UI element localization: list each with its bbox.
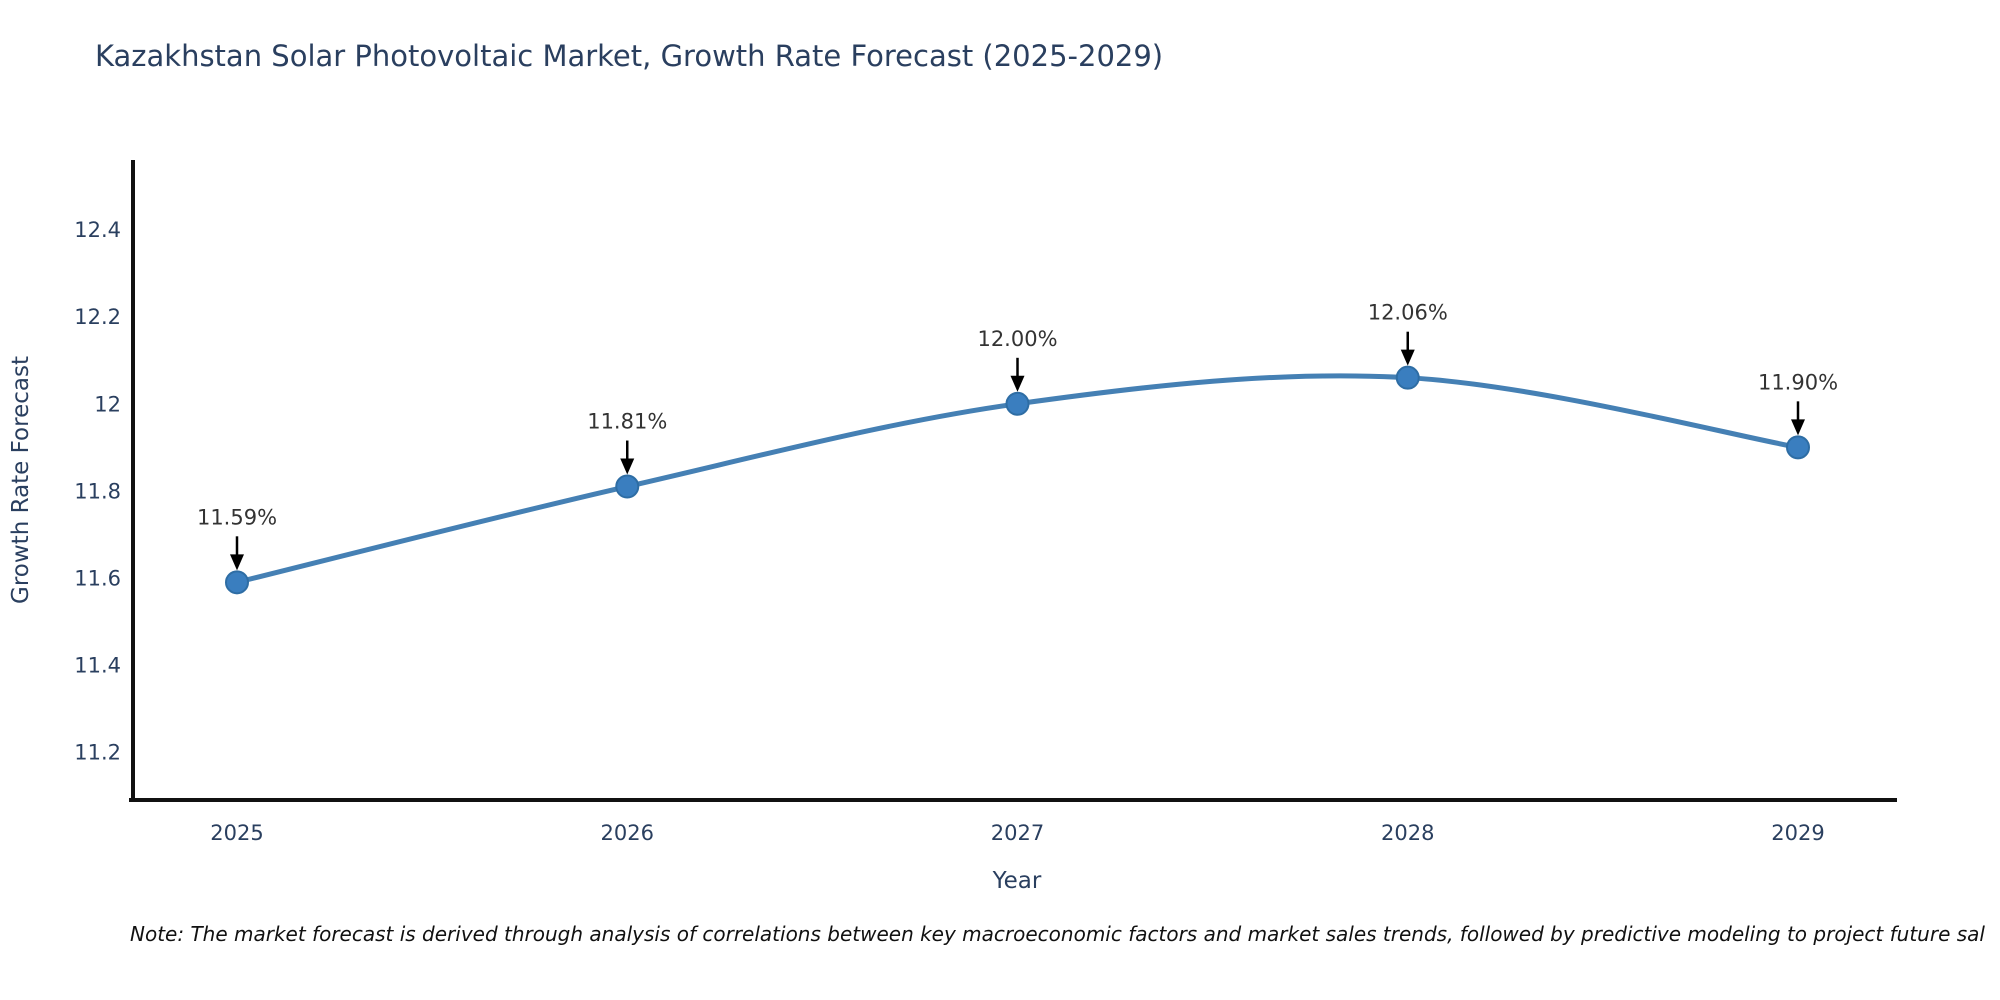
- point-value-label: 11.59%: [197, 505, 277, 529]
- point-value-label: 11.81%: [587, 410, 667, 434]
- y-tick-label: 11.8: [74, 479, 121, 503]
- footnote: Note: The market forecast is derived thr…: [130, 922, 1985, 946]
- point-value-label: 12.06%: [1368, 301, 1448, 325]
- data-point-marker[interactable]: [615, 474, 640, 499]
- point-value-label: 12.00%: [977, 327, 1057, 351]
- x-axis-title: Year: [992, 868, 1042, 894]
- ticks-layer: 11.2 11.4 11.6 11.8 12 12.2 12.4 2025 2026 2027 20…: [74, 218, 1824, 845]
- y-tick-label: 12.4: [74, 218, 121, 242]
- y-tick-label: 11.6: [74, 566, 121, 590]
- data-point-marker[interactable]: [1395, 365, 1420, 390]
- axes-layer: [129, 160, 1897, 802]
- x-tick-label: 2027: [991, 821, 1044, 845]
- annotation-arrowhead-icon: [1791, 419, 1805, 436]
- annotations-layer: 11.59% 11.81% 12.00% 12.06% 11.90%: [197, 301, 1838, 571]
- annotation-arrowhead-icon: [620, 458, 635, 475]
- y-tick-label: 12.2: [74, 305, 121, 329]
- y-axis-title: Growth Rate Forecast: [8, 356, 34, 604]
- series-layer: [225, 365, 1810, 595]
- data-point-marker[interactable]: [225, 570, 249, 595]
- annotation-arrowhead-icon: [230, 554, 244, 571]
- y-tick-label: 12: [94, 392, 121, 416]
- data-point-marker[interactable]: [1005, 391, 1030, 416]
- x-tick-label: 2025: [210, 821, 263, 845]
- data-point-marker[interactable]: [1786, 435, 1810, 460]
- x-tick-label: 2029: [1771, 821, 1824, 845]
- x-tick-label: 2028: [1381, 821, 1434, 845]
- point-value-label: 11.90%: [1758, 370, 1838, 394]
- annotation-arrowhead-icon: [1400, 349, 1415, 366]
- annotation-arrowhead-icon: [1010, 375, 1025, 392]
- y-tick-label: 11.4: [74, 654, 121, 678]
- y-tick-label: 11.2: [74, 741, 121, 765]
- chart-title: Kazakhstan Solar Photovoltaic Market, Gr…: [95, 39, 1163, 73]
- x-tick-label: 2026: [601, 821, 654, 845]
